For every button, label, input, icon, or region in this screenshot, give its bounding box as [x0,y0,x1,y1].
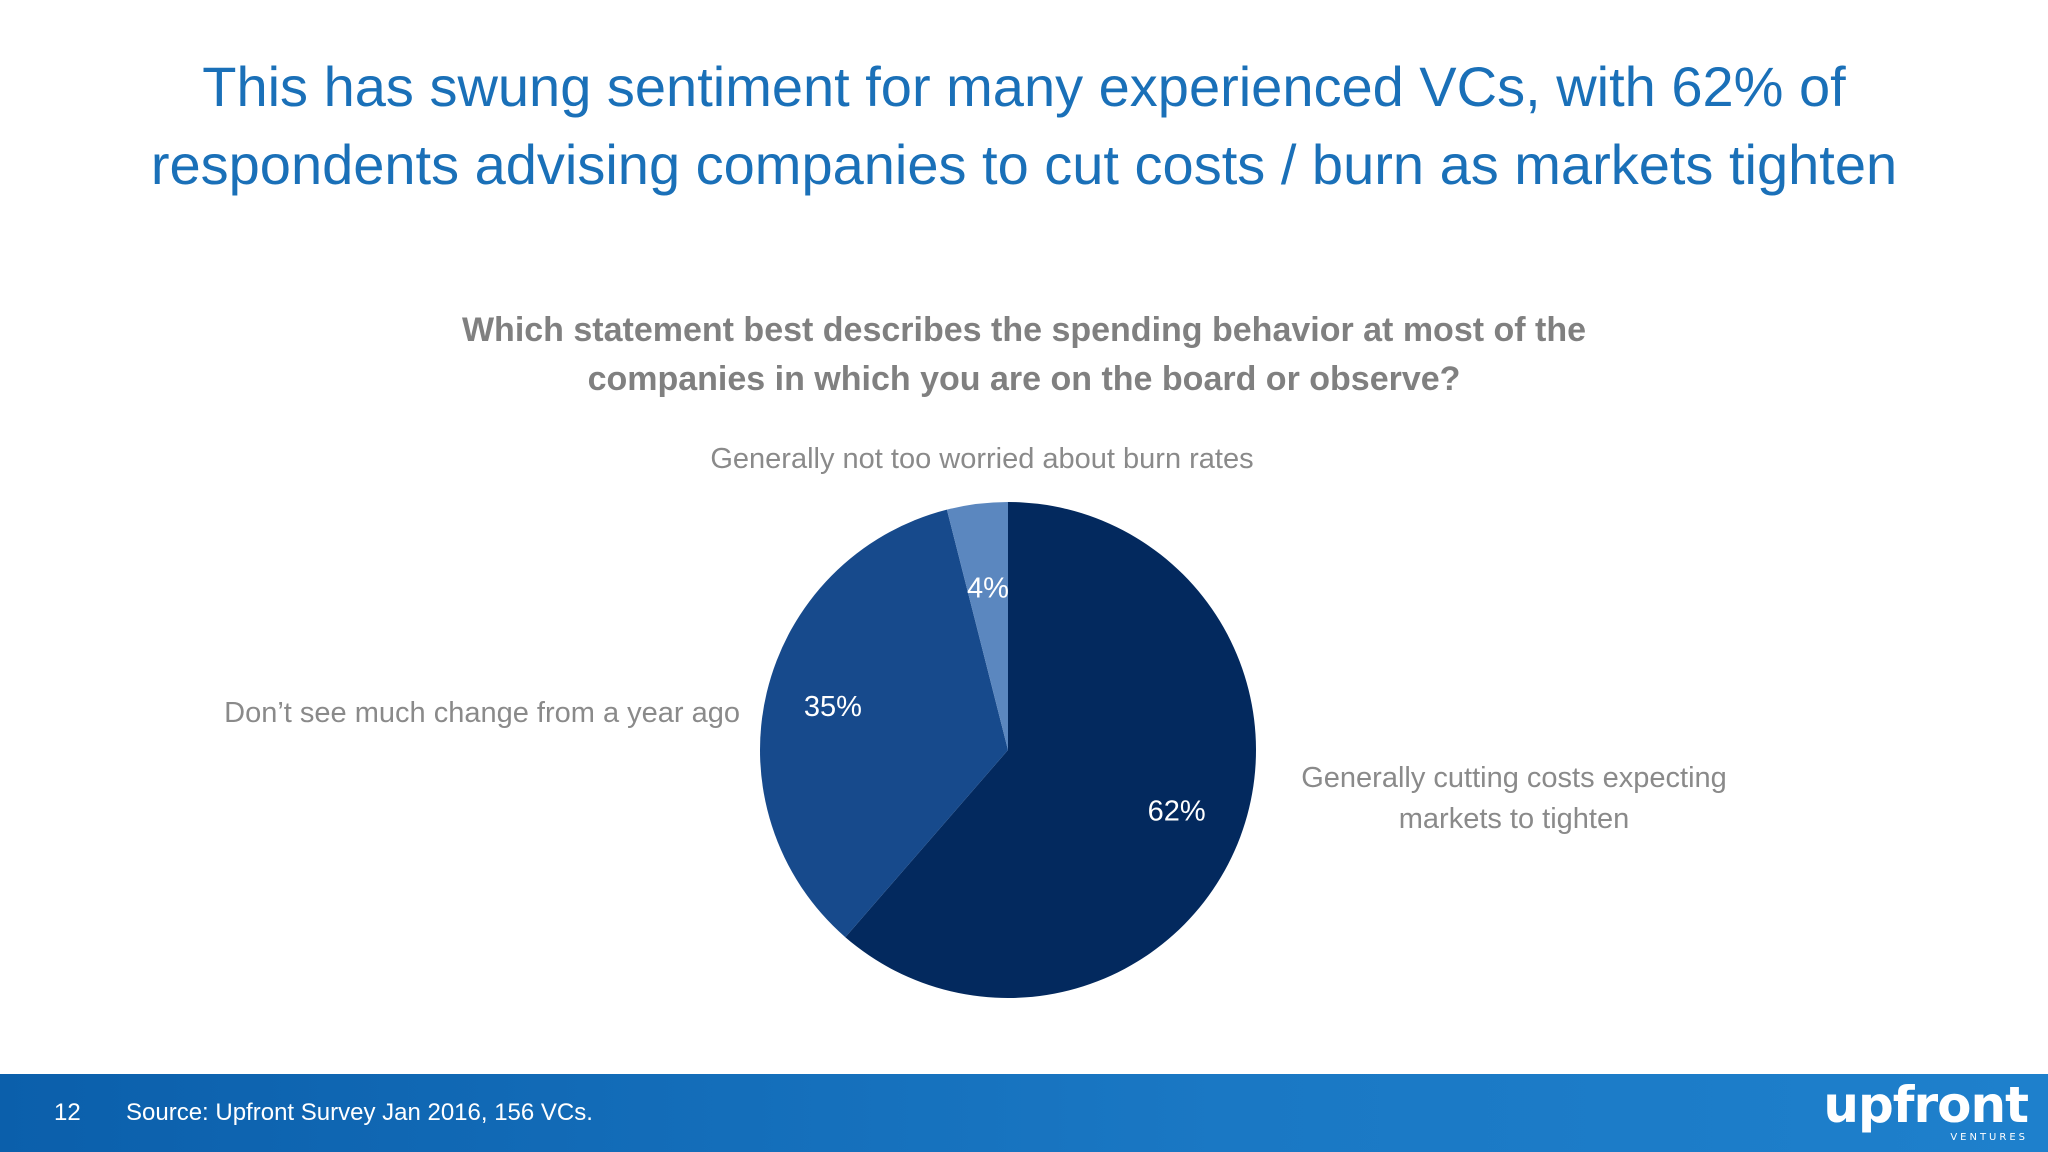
slice-category-label-cutting-costs: Generally cutting costs expecting market… [1301,762,1727,835]
pie-slice-not-worried [946,502,1008,750]
slice-data-label-not-worried: 4% [967,573,1009,605]
pie-chart: 62% 35% 4% [759,502,1256,998]
upfront-logo: upfront VENTURES [1788,1076,2029,1148]
slide-headline: This has swung sentiment for many experi… [150,55,1898,196]
footer-bar: 12 Source: Upfront Survey Jan 2016, 156 … [0,1074,2048,1152]
chart-title: Which statement best describes the spend… [461,311,1587,398]
logo-subtext: VENTURES [1950,1132,2028,1143]
slice-category-label-not-worried: Generally not too worried about burn rat… [710,443,1254,475]
pie-slice-no-change [759,509,1008,938]
page-number: 12 [54,1099,81,1126]
pie-slice-cutting-costs [845,502,1256,998]
source-note: Source: Upfront Survey Jan 2016, 156 VCs… [126,1099,593,1126]
logo-wordmark: upfront [1823,1076,2029,1134]
slice-category-label-no-change: Don’t see much change from a year ago [224,697,740,729]
slice-data-label-cutting-costs: 62% [1148,796,1206,828]
slice-data-label-no-change: 35% [804,691,862,723]
